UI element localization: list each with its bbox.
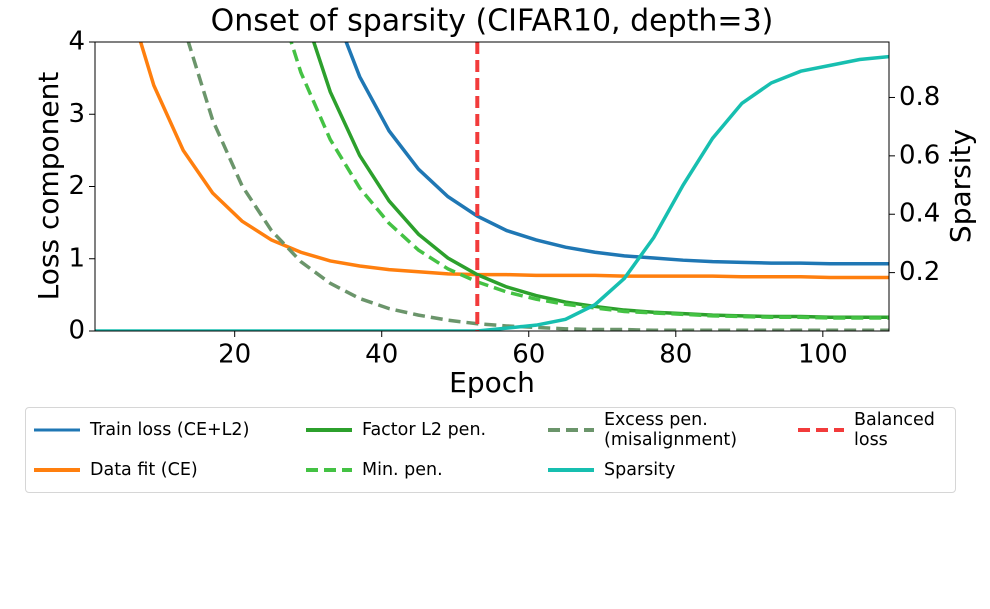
legend-label: Train loss (CE+L2) (90, 420, 250, 440)
legend-handle (548, 468, 594, 472)
legend-entry: Excess pen. (misalignment) (546, 410, 796, 450)
plot-frame (94, 41, 890, 332)
y2-tick-label: 0.8 (899, 82, 940, 112)
y2-axis-label: Sparsity (944, 129, 977, 243)
y-tick-label: 1 (68, 243, 85, 273)
legend-label: Balanced loss (854, 410, 935, 450)
x-tick-label: 40 (365, 340, 398, 370)
x-tick-label: 100 (798, 340, 848, 370)
y-tick-label: 0 (68, 316, 85, 346)
legend-handle (306, 428, 352, 432)
legend-entry: Data fit (CE) (32, 450, 304, 490)
legend: Train loss (CE+L2) Data fit (CE) Factor L2… (25, 407, 956, 493)
legend-handle (548, 428, 594, 432)
chart-title: Onset of sparsity (CIFAR10, depth=3) (211, 4, 774, 39)
legend-entry: Min. pen. (304, 450, 546, 490)
legend-label: Data fit (CE) (90, 460, 198, 480)
y-tick-label: 3 (68, 99, 85, 129)
series-line (186, 42, 889, 331)
legend-entry: Train loss (CE+L2) (32, 410, 304, 450)
legend-label: Excess pen. (misalignment) (604, 410, 738, 450)
legend-handle (798, 428, 844, 432)
x-tick-label: 20 (218, 340, 251, 370)
legend-handle (34, 428, 80, 432)
series-line (95, 54, 889, 331)
x-tick-label: 60 (512, 340, 545, 370)
legend-label: Min. pen. (362, 460, 443, 480)
x-tick-label: 80 (659, 340, 692, 370)
y-axis-label: Loss component (32, 72, 65, 301)
legend-label: Factor L2 pen. (362, 420, 487, 440)
series-line (344, 42, 889, 266)
y2-tick-label: 0.6 (899, 140, 940, 170)
plot-area (95, 42, 889, 331)
legend-handle (306, 468, 352, 472)
y-tick-label: 2 (68, 171, 85, 201)
y2-tick-label: 0.2 (899, 257, 940, 287)
legend-entry: Sparsity (546, 450, 796, 490)
legend-label: Sparsity (604, 460, 676, 480)
legend-entry: Balanced loss (796, 410, 956, 450)
series-line (289, 42, 889, 320)
series-line (138, 42, 889, 280)
chart: Onset of sparsity (CIFAR10, depth=3) Epo… (32, 4, 977, 400)
legend-entry: Factor L2 pen. (304, 410, 546, 450)
y2-tick-label: 0.4 (899, 199, 940, 229)
legend-handle (34, 468, 80, 472)
series-line (311, 42, 889, 320)
y-tick-label: 4 (68, 27, 85, 57)
x-axis-label: Epoch (449, 366, 535, 399)
